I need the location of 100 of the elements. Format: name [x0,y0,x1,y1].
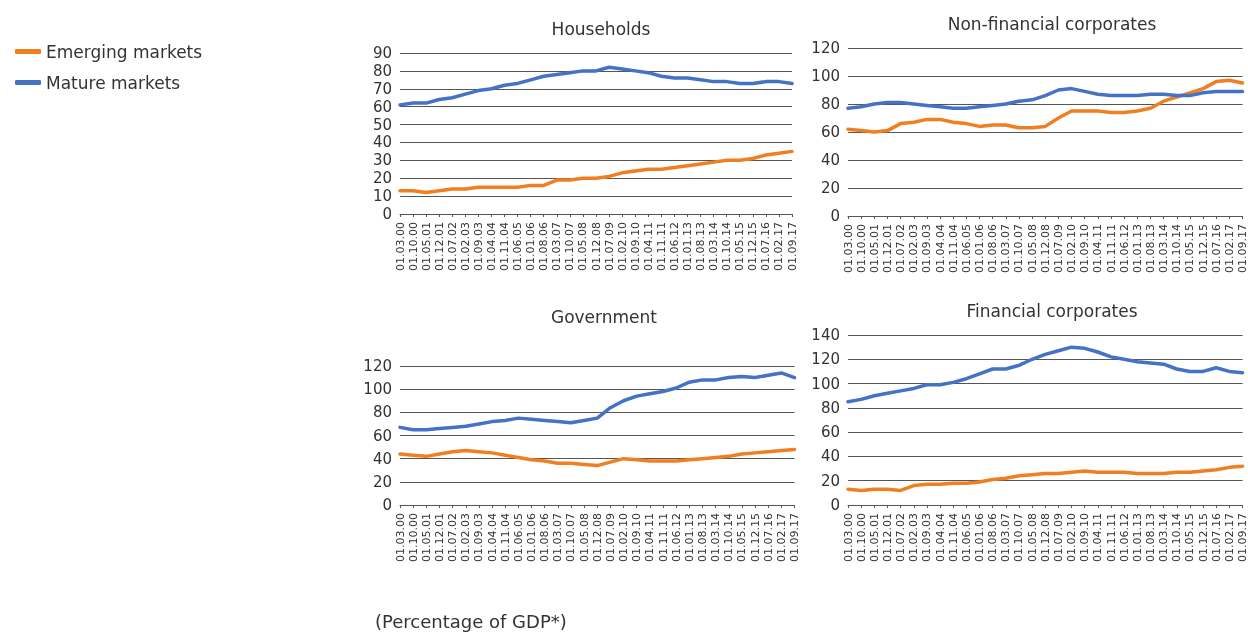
x-tick-label: 01.08.06 [986,224,1000,273]
x-tick-label: 01.05.15 [1183,224,1197,273]
line-series [398,371,797,432]
x-tick-label: 01.10.07 [564,513,578,562]
x-tick-label: 01.06.12 [667,222,681,271]
x-tick-label: 01.11.04 [946,224,960,273]
x-tick-label: 01.02.17 [772,222,786,271]
x-tick-label: 01.03.07 [550,222,564,271]
line-series [846,345,1245,404]
y-tick-label: 80 [820,398,840,417]
line-series [846,78,1245,134]
x-tick-label: 01.07.16 [761,513,775,562]
x-tick-label: 01.02.17 [1222,224,1236,273]
y-tick-label: 100 [811,374,840,393]
y-tick-label: 20 [372,472,392,491]
x-tick-label: 01.01.13 [682,513,696,562]
x-tick-label: 01.06.05 [959,224,973,273]
x-tick-label: 01.11.11 [656,513,670,562]
x-tick-label: 01.05.15 [733,222,747,271]
x-tick-label: 01.04.04 [485,513,499,562]
x-tick-label: 01.07.16 [1209,513,1223,562]
x-tick-label: 01.01.06 [973,513,986,562]
x-tick-label: 01.10.07 [1012,513,1026,562]
x-tick-label: 01.01.06 [524,222,538,271]
y-tick-label: 60 [820,423,840,442]
x-tick-label: 01.02.17 [1222,513,1236,562]
x-tick-label: 01.09.17 [788,513,801,562]
x-tick-label: 01.04.11 [643,513,657,562]
x-tick-label: 01.12.15 [746,222,760,271]
x-tick-label: 01.12.01 [432,222,446,271]
x-tick-label: 01.02.03 [458,222,472,271]
chart-title: Government [550,306,658,327]
y-tick-label: 80 [820,95,840,113]
x-tick-label: 01.03.00 [393,222,407,271]
x-tick-label: 01.03.14 [1157,224,1171,273]
x-tick-label: 01.06.12 [1117,224,1131,273]
y-tick-label: 60 [372,97,392,116]
x-tick-label: 01.10.14 [1170,224,1184,273]
chart-title: Non-financial corporates [947,13,1157,34]
x-tick-label: 01.05.01 [867,513,881,562]
x-tick-label: 01.11.11 [1104,224,1118,273]
x-tick-label: 01.05.08 [576,222,590,271]
x-tick-label: 01.07.02 [446,513,460,562]
x-tick-label: 01.07.09 [1051,513,1065,562]
x-tick-label: 01.06.05 [959,513,973,562]
x-tick-label: 01.09.03 [920,224,934,273]
x-tick-label: 01.07.16 [1209,224,1223,273]
x-tick-label: 01.11.04 [498,513,512,562]
x-tick-label: 01.12.08 [590,513,604,562]
y-tick-label: 20 [820,471,840,490]
x-tick-label: 01.02.03 [459,513,473,562]
x-tick-label: 01.04.11 [1091,513,1105,562]
x-tick-label: 01.02.17 [774,513,788,562]
y-tick-label: 80 [372,61,392,80]
text: (Percentage of GDP*) [375,610,567,632]
y-tick-label: 40 [820,447,840,466]
x-tick-label: 01.09.03 [472,513,486,562]
x-tick-label: 01.10.00 [406,513,420,562]
x-tick-label: 01.03.00 [393,513,407,562]
legend-label: Emerging markets [46,41,203,62]
x-tick-label: 01.05.01 [419,513,433,562]
x-tick-label: 01.06.12 [669,513,683,562]
x-tick-label: 01.05.01 [419,222,433,271]
y-tick-label: 40 [372,449,392,468]
x-tick-label: 01.05.08 [1025,513,1039,562]
y-tick-label: 0 [830,207,840,225]
x-tick-label: 01.11.11 [1104,513,1118,562]
x-tick-label: 01.10.14 [1170,513,1184,562]
x-tick-label: 01.03.14 [707,222,721,271]
x-tick-label: 01.11.04 [498,222,512,271]
x-tick-label: 01.10.00 [854,224,868,273]
x-tick-label: 01.01.13 [1130,224,1144,273]
x-tick-label: 01.08.06 [538,513,552,562]
x-tick-label: 01.01.06 [525,513,538,562]
y-tick-label: 30 [372,151,392,170]
x-tick-label: 01.03.14 [709,513,723,562]
chart-title: Financial corporates [966,300,1138,321]
x-tick-label: 01.04.04 [933,513,947,562]
y-tick-label: 20 [372,169,392,188]
x-tick-label: 01.06.05 [511,222,525,271]
x-tick-label: 01.02.10 [617,513,631,562]
x-tick-label: 01.01.13 [680,222,694,271]
x-tick-label: 01.09.10 [1078,224,1092,273]
x-tick-label: 01.01.13 [1130,513,1144,562]
y-tick-label: 80 [372,403,392,422]
x-tick-label: 01.05.08 [1025,224,1039,273]
x-tick-label: 01.09.03 [471,222,485,271]
x-tick-label: 01.02.10 [615,222,629,271]
x-tick-label: 01.09.10 [628,222,642,271]
x-tick-label: 01.01.06 [973,224,986,273]
y-tick-label: 100 [363,380,392,399]
x-tick-label: 01.04.04 [933,224,947,273]
x-tick-label: 01.12.08 [1038,224,1052,273]
y-tick-label: 20 [820,179,840,197]
x-tick-label: 01.03.00 [841,513,855,562]
x-tick-label: 01.10.00 [854,513,868,562]
x-tick-label: 01.06.05 [511,513,525,562]
x-tick-label: 01.12.01 [432,513,446,562]
x-tick-label: 01.05.08 [577,513,591,562]
x-tick-label: 01.08.13 [1143,224,1157,273]
